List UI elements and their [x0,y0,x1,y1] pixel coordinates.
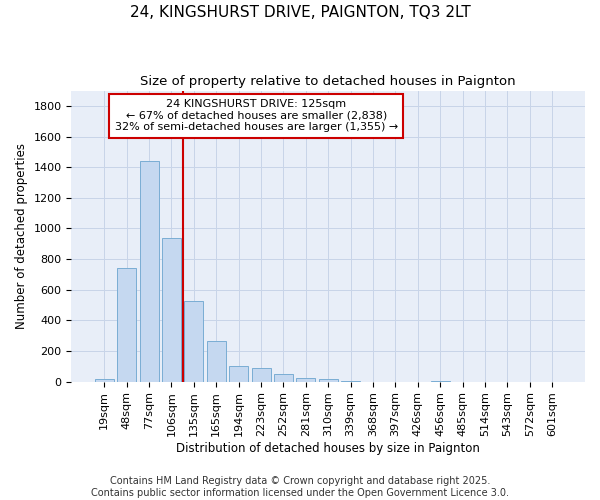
Title: Size of property relative to detached houses in Paignton: Size of property relative to detached ho… [140,75,516,88]
Text: Contains HM Land Registry data © Crown copyright and database right 2025.
Contai: Contains HM Land Registry data © Crown c… [91,476,509,498]
Bar [117,268,136,382]
Bar [229,366,248,382]
Y-axis label: Number of detached properties: Number of detached properties [15,143,28,329]
Bar [296,378,316,382]
Text: 24, KINGSHURST DRIVE, PAIGNTON, TQ3 2LT: 24, KINGSHURST DRIVE, PAIGNTON, TQ3 2LT [130,5,470,20]
Bar [140,161,158,382]
X-axis label: Distribution of detached houses by size in Paignton: Distribution of detached houses by size … [176,442,480,455]
Bar [162,238,181,382]
Bar [431,381,449,382]
Text: 24 KINGSHURST DRIVE: 125sqm
← 67% of detached houses are smaller (2,838)
32% of : 24 KINGSHURST DRIVE: 125sqm ← 67% of det… [115,100,398,132]
Bar [207,341,226,382]
Bar [95,378,114,382]
Bar [319,380,338,382]
Bar [341,381,360,382]
Bar [251,368,271,382]
Bar [184,300,203,382]
Bar [274,374,293,382]
